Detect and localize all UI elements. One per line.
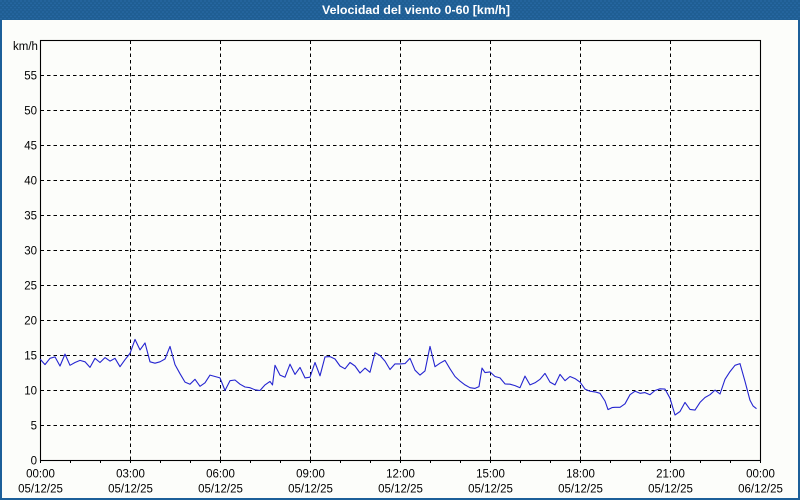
svg-text:10: 10 [24,386,37,398]
svg-text:03:00: 03:00 [116,469,145,481]
svg-text:05/12/25: 05/12/25 [18,484,63,496]
svg-text:06:00: 06:00 [206,469,235,481]
svg-text:05/12/25: 05/12/25 [108,484,153,496]
svg-text:09:00: 09:00 [296,469,325,481]
svg-text:45: 45 [24,141,37,153]
svg-text:km/h: km/h [13,41,38,53]
svg-text:55: 55 [24,71,37,83]
svg-text:05/12/25: 05/12/25 [648,484,693,496]
svg-text:0: 0 [31,456,37,468]
svg-text:30: 30 [24,246,37,258]
svg-text:15: 15 [24,351,37,363]
svg-text:05/12/25: 05/12/25 [558,484,603,496]
svg-text:00:00: 00:00 [26,469,55,481]
svg-text:15:00: 15:00 [476,469,505,481]
svg-text:21:00: 21:00 [656,469,685,481]
svg-text:12:00: 12:00 [386,469,415,481]
svg-text:20: 20 [24,316,37,328]
svg-text:05/12/25: 05/12/25 [468,484,513,496]
svg-text:05/12/25: 05/12/25 [378,484,423,496]
svg-text:50: 50 [24,106,37,118]
svg-text:40: 40 [24,176,37,188]
svg-text:18:00: 18:00 [566,469,595,481]
svg-text:00:00: 00:00 [746,469,775,481]
svg-text:25: 25 [24,281,37,293]
svg-text:05/12/25: 05/12/25 [198,484,243,496]
svg-text:Velocidad del viento 0-60 [km/: Velocidad del viento 0-60 [km/h] [322,3,510,17]
svg-text:06/12/25: 06/12/25 [738,484,783,496]
svg-text:5: 5 [31,421,37,433]
svg-text:05/12/25: 05/12/25 [288,484,333,496]
svg-text:35: 35 [24,211,37,223]
